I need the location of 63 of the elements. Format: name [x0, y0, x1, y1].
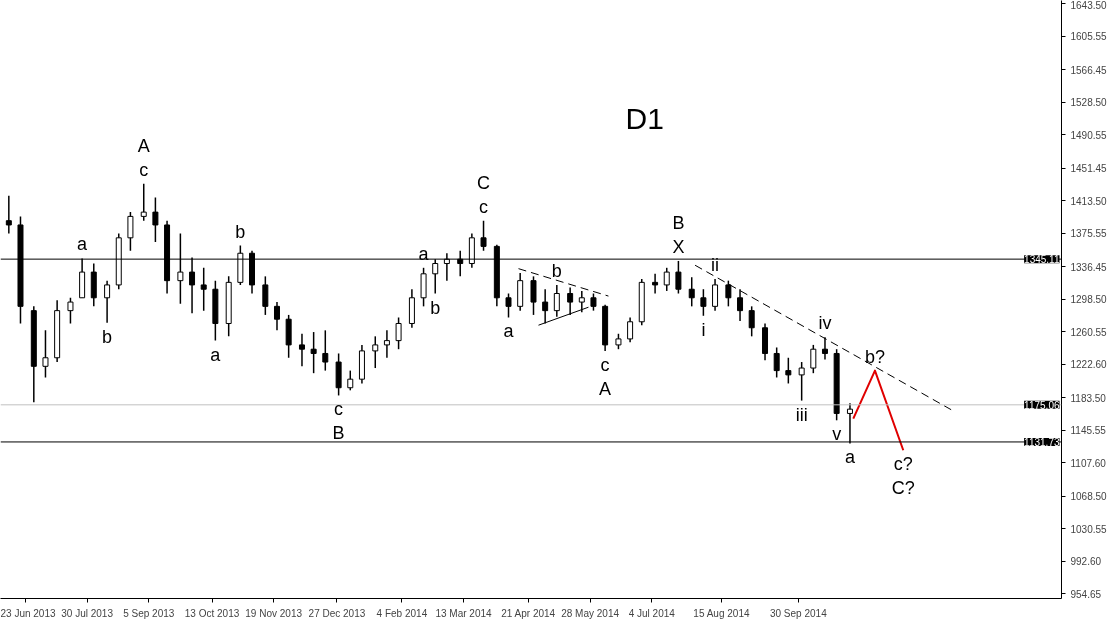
x-tick-label: 5 Sep 2013 — [123, 607, 175, 619]
y-tick-label: 1145.55 — [1070, 425, 1107, 437]
text: D1 — [625, 101, 664, 135]
annotation: A — [599, 378, 612, 399]
annotation: i — [701, 319, 706, 340]
annotation: B — [332, 423, 345, 444]
annotation: iii — [795, 404, 808, 425]
annotation: c? — [893, 454, 913, 475]
y-tick-label: 1451.45 — [1070, 163, 1108, 175]
y-tick-label: 1260.55 — [1070, 326, 1108, 338]
x-tick-label: 4 Jul 2014 — [628, 607, 676, 619]
y-tick-label: 1336.45 — [1070, 261, 1108, 273]
x-tick-label: 4 Feb 2014 — [376, 607, 428, 619]
annotation: b? — [864, 346, 885, 367]
y-tick-label: 1490.55 — [1070, 129, 1108, 141]
annotation: c — [479, 196, 489, 217]
y-tick-label: 1528.50 — [1070, 97, 1108, 109]
annotation: A — [137, 135, 150, 156]
y-tick-label: 1222.60 — [1070, 359, 1108, 371]
x-tick-label: 19 Nov 2013 — [245, 607, 303, 619]
annotation: a — [844, 447, 856, 468]
annotation: v — [832, 424, 842, 445]
y-tick-label: 1566.45 — [1070, 64, 1108, 76]
annotation: c — [334, 399, 344, 420]
x-tick-label: 13 Mar 2014 — [435, 607, 493, 619]
x-tick-label: 13 Oct 2013 — [184, 607, 240, 619]
annotation: a — [503, 321, 515, 342]
annotation: c — [600, 354, 610, 375]
ref-line-label: 1131.73 — [1024, 436, 1060, 448]
annotation: B — [672, 212, 685, 233]
x-tick-label: 30 Sep 2014 — [769, 607, 828, 619]
y-tick-label: 1030.55 — [1070, 523, 1108, 535]
annotation: iv — [818, 313, 832, 334]
annotation: a — [77, 234, 89, 255]
annotation: a — [210, 344, 222, 365]
annotation: b — [430, 297, 441, 318]
ref-line-label: 1175.06 — [1024, 399, 1060, 411]
annotation: C? — [891, 478, 915, 499]
x-tick-label: 23 Jun 2013 — [0, 607, 56, 619]
y-tick-label: 954.65 — [1070, 588, 1102, 600]
x-tick-label: 30 Jul 2013 — [61, 607, 114, 619]
x-tick-label: 28 May 2014 — [561, 607, 620, 619]
annotation: c — [139, 159, 149, 180]
y-tick-label: 1413.50 — [1070, 195, 1108, 207]
y-tick-label: 1183.50 — [1070, 392, 1107, 404]
y-tick-label: 1107.60 — [1070, 457, 1107, 469]
x-tick-label: 21 Apr 2014 — [501, 607, 556, 619]
annotation: a — [418, 243, 430, 264]
ref-line-label: 1345.11 — [1024, 254, 1060, 266]
x-tick-label: 15 Aug 2014 — [693, 607, 750, 619]
y-tick-label: 1643.50 — [1070, 0, 1108, 11]
y-tick-label: 1068.50 — [1070, 491, 1108, 503]
y-tick-label: 992.60 — [1070, 556, 1102, 568]
annotation: b — [102, 326, 113, 347]
annotation: C — [477, 172, 491, 193]
y-tick-label: 1605.55 — [1070, 31, 1108, 43]
annotation: ii — [711, 254, 720, 275]
y-tick-label: 1375.55 — [1070, 228, 1108, 240]
y-tick-label: 1298.50 — [1070, 294, 1108, 306]
annotation: b — [235, 221, 246, 242]
annotation: X — [672, 236, 685, 257]
x-tick-label: 27 Dec 2013 — [308, 607, 366, 619]
annotation: b — [551, 260, 562, 281]
